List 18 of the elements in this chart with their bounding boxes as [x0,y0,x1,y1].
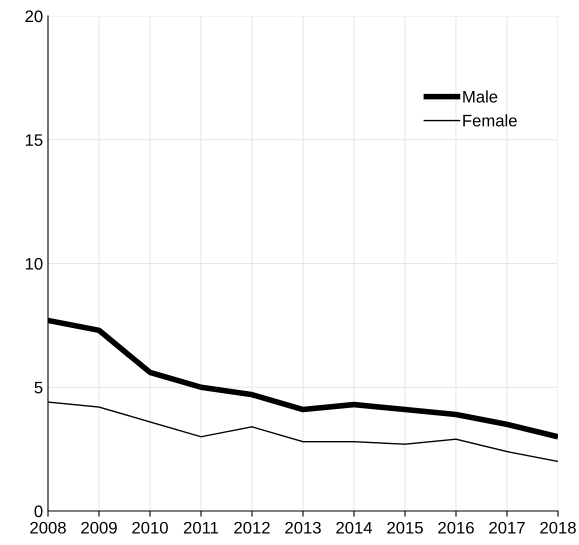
x-tick-label: 2008 [30,522,66,534]
y-tick-label: 5 [34,382,42,394]
x-tick-label: 2012 [234,522,270,534]
y-tick-label: 0 [34,505,42,518]
y-tick-label: 15 [26,134,42,146]
x-tick-label: 2016 [438,522,474,534]
x-tick-label: 2017 [489,522,525,534]
y-tick-label: 20 [25,10,42,22]
x-tick-label: 2013 [285,522,321,534]
x-tick-label: 2011 [184,522,218,534]
y-tick-label: 10 [26,258,42,270]
x-tick-label: 2010 [132,522,168,534]
legend-label: Female [463,114,517,127]
x-tick-label: 2014 [336,522,372,534]
x-tick-label: 2018 [540,522,576,534]
x-tick-label: 2009 [81,522,117,534]
legend-label: Male [463,90,498,103]
x-tick-label: 2015 [387,522,423,534]
